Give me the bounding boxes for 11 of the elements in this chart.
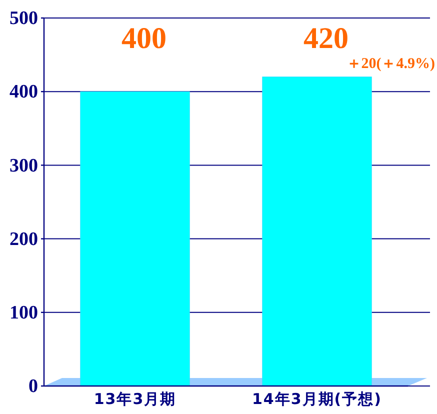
y-tick-label: 500: [10, 8, 38, 30]
x-tick-label: 13年3月期: [94, 390, 176, 408]
y-tick-label: 200: [10, 228, 38, 250]
y-tick-label: 400: [10, 82, 38, 103]
y-tick-label: 300: [10, 155, 38, 176]
data-label: 400: [122, 22, 166, 55]
x-tick-label: 14年3月期(予想): [252, 390, 382, 408]
y-tick-label: 100: [10, 302, 38, 324]
data-label: 420: [304, 22, 348, 55]
annotation: ＋20(＋4.9%): [346, 56, 435, 72]
y-tick-label: 0: [28, 376, 38, 398]
